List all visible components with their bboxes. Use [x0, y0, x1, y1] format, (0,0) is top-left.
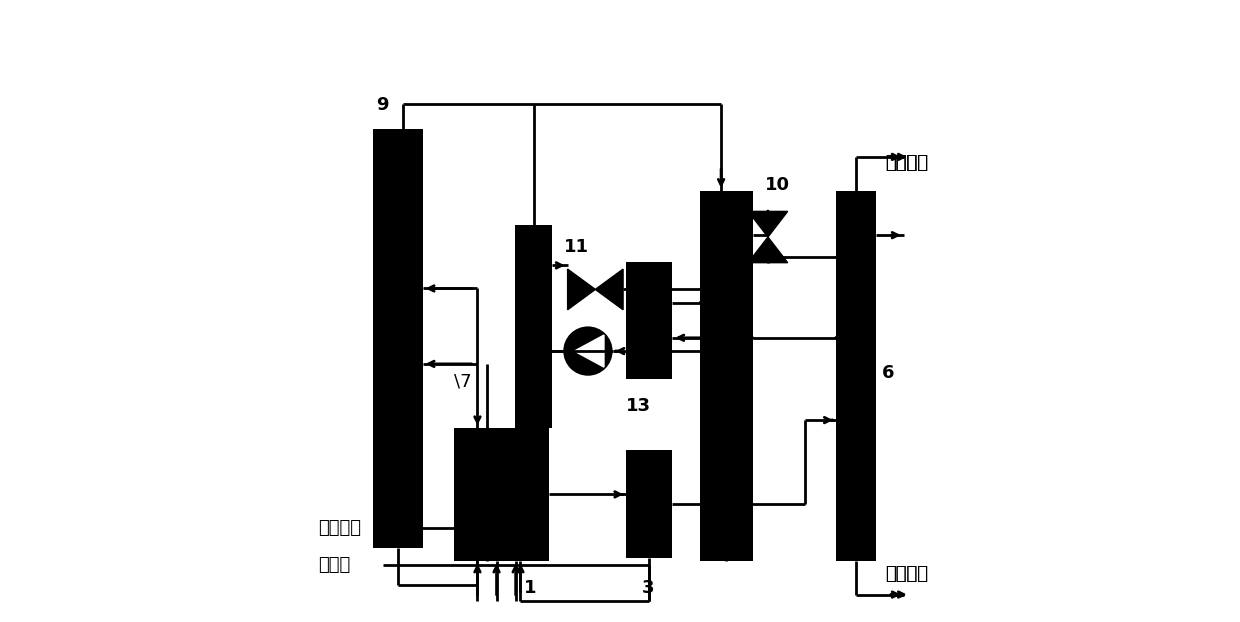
- Text: 混合碳四: 混合碳四: [317, 519, 361, 537]
- Bar: [836, 191, 875, 560]
- Bar: [701, 191, 753, 560]
- Bar: [454, 428, 549, 560]
- Text: 13: 13: [626, 397, 651, 415]
- Text: 混合戊醆: 混合戊醆: [885, 565, 928, 583]
- Polygon shape: [748, 211, 787, 237]
- Text: 合成气: 合成气: [317, 556, 350, 574]
- Text: 10: 10: [765, 176, 790, 194]
- Polygon shape: [595, 269, 622, 310]
- Text: 1: 1: [525, 579, 537, 597]
- Polygon shape: [574, 335, 604, 367]
- Polygon shape: [568, 269, 595, 310]
- Text: 9: 9: [377, 96, 389, 114]
- Bar: [515, 225, 552, 428]
- Bar: [626, 450, 672, 557]
- Text: 3: 3: [641, 579, 653, 597]
- Text: 回收碳四: 回收碳四: [885, 154, 928, 172]
- Text: 11: 11: [564, 238, 589, 256]
- Text: 混合戊醆: 混合戊醆: [885, 565, 928, 583]
- Text: \7: \7: [454, 373, 471, 391]
- Text: 回收碳四: 回收碳四: [885, 154, 928, 172]
- Bar: [626, 262, 672, 379]
- Circle shape: [563, 327, 613, 376]
- Text: 12: 12: [525, 313, 549, 331]
- Polygon shape: [748, 237, 787, 262]
- Text: 6: 6: [882, 364, 894, 382]
- Text: 回收碳四: 回收碳四: [885, 154, 928, 172]
- Bar: [373, 129, 423, 549]
